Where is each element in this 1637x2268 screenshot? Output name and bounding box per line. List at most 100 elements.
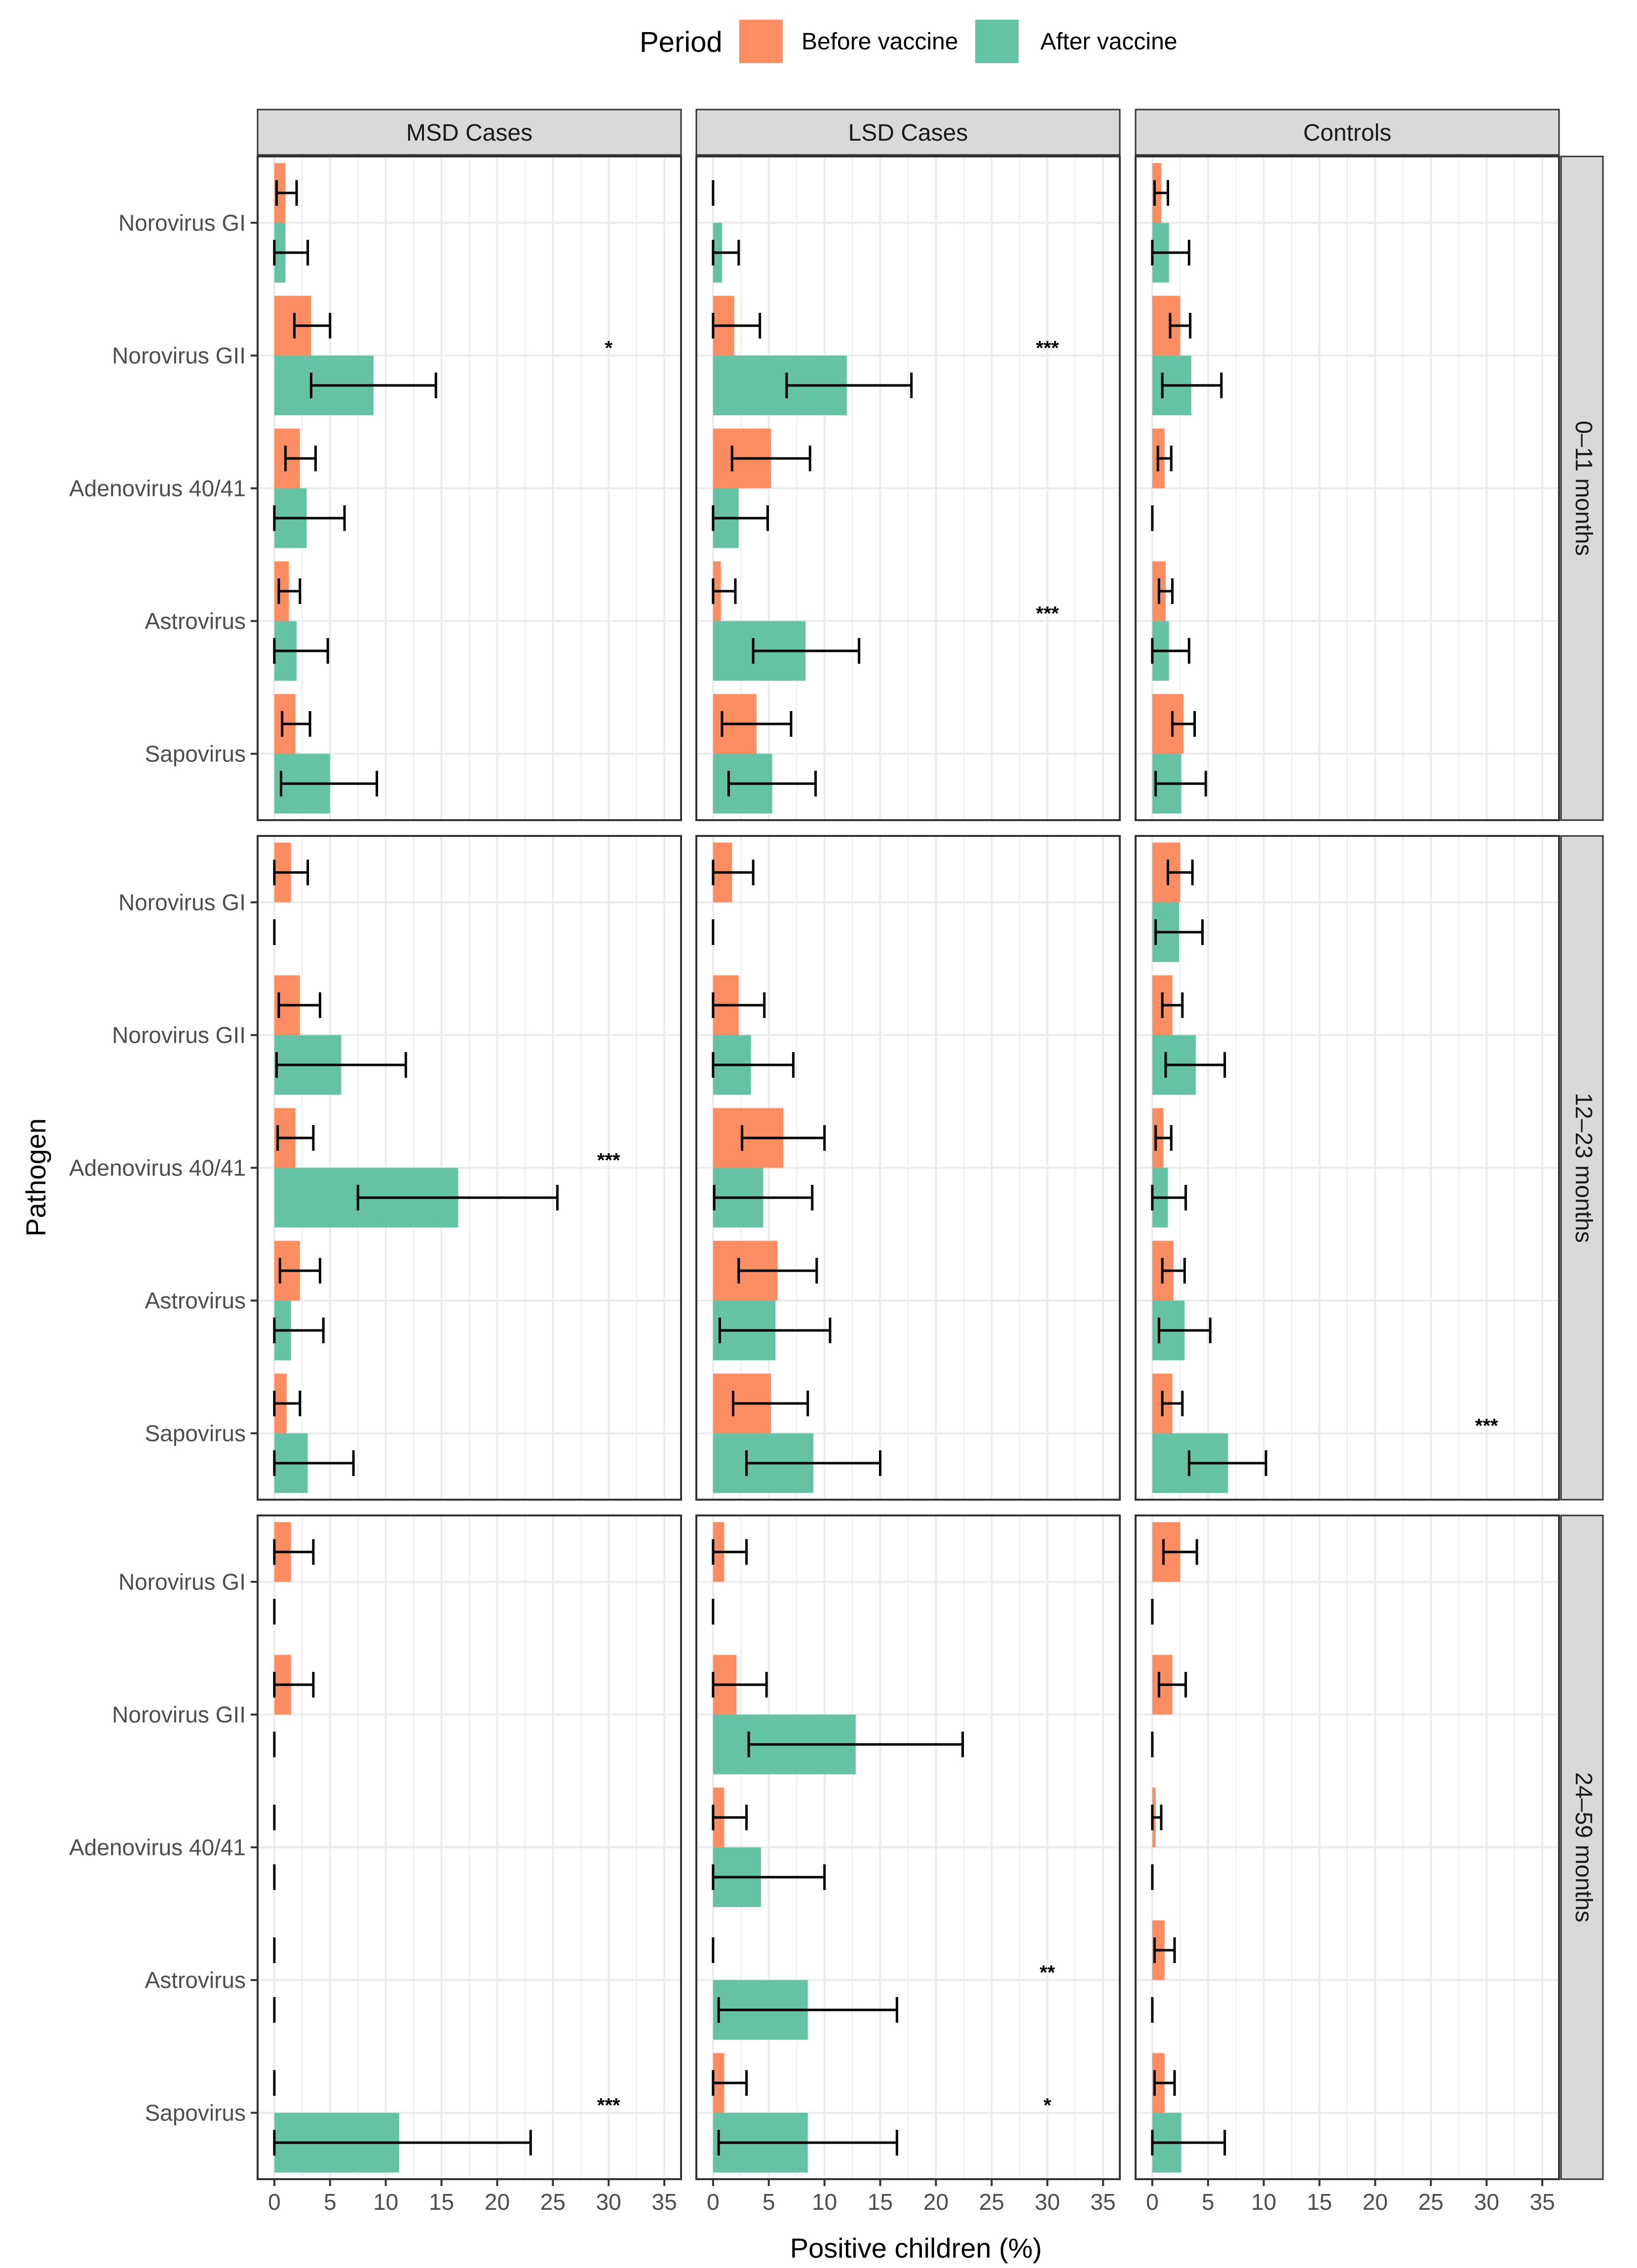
errorbar-after-astrovirus <box>717 1997 898 2023</box>
errorbar-after-norovirus-gi <box>273 240 309 266</box>
errorbar-before-sapovirus <box>732 1390 809 1416</box>
errorbar-after-astrovirus <box>273 638 329 664</box>
y-tick-label-astrovirus: Astrovirus <box>145 1288 246 1314</box>
errorbar-after-sapovirus <box>1154 771 1207 797</box>
panel-24-59-months-controls <box>1135 1514 1560 2180</box>
strip-msd-cases <box>257 109 682 156</box>
x-tick-label: 30 <box>1474 2189 1499 2215</box>
errorbar-before-norovirus-gi <box>273 859 309 885</box>
errorbar-after-astrovirus <box>273 1318 325 1344</box>
y-tick-label-norovirus-gii: Norovirus GII <box>112 1022 246 1048</box>
errorbar-before-sapovirus <box>273 1390 302 1416</box>
legend-title: Period <box>640 26 723 58</box>
errorbar-after-adenovirus-40-41 <box>1151 1185 1187 1211</box>
x-axis-title: Positive children (%) <box>790 2232 1042 2264</box>
x-tick-label: 15 <box>429 2189 454 2215</box>
errorbar-after-sapovirus <box>1151 2130 1226 2156</box>
y-tick-label-norovirus-gi: Norovirus GI <box>118 1569 246 1595</box>
errorbar-after-adenovirus-40-41 <box>713 1185 814 1211</box>
significance-sapovirus: *** <box>1475 1415 1498 1437</box>
errorbar-before-adenovirus-40-41 <box>284 445 317 471</box>
errorbar-before-norovirus-gii <box>712 992 766 1018</box>
errorbar-before-astrovirus <box>277 578 302 604</box>
errorbar-before-norovirus-gi <box>1153 180 1169 206</box>
errorbar-after-norovirus-gii <box>785 373 913 399</box>
errorbar-after-norovirus-gi <box>1154 919 1204 945</box>
errorbar-before-astrovirus <box>278 1257 321 1284</box>
axes: Norovirus GI Norovirus GII Adenovirus 40/4… <box>20 210 1555 2264</box>
errorbar-before-astrovirus <box>737 1257 818 1284</box>
strip-label-0-11-months: 0–11 months <box>1570 421 1597 556</box>
errorbar-after-astrovirus <box>1151 638 1190 664</box>
significance-sapovirus: * <box>1043 2095 1051 2117</box>
errorbar-before-norovirus-gii <box>273 1671 315 1698</box>
errorbar-before-sapovirus <box>712 2070 748 2096</box>
x-tick-label: 5 <box>324 2189 337 2215</box>
x-tick-label: 20 <box>923 2189 949 2215</box>
errorbar-after-sapovirus <box>1187 1450 1267 1476</box>
errorbar-before-norovirus-gi <box>1162 1539 1198 1565</box>
errorbar-after-adenovirus-40-41 <box>712 1864 826 1890</box>
legend-label-before-vaccine: Before vaccine <box>801 29 958 55</box>
errorbar-before-sapovirus <box>1171 711 1196 737</box>
errorbar-after-norovirus-gi <box>712 240 740 266</box>
x-tick-label: 30 <box>596 2189 621 2215</box>
y-tick-label-sapovirus: Sapovirus <box>145 2100 246 2126</box>
x-tick-label: 35 <box>652 2189 677 2215</box>
errorbar-before-adenovirus-40-41 <box>741 1125 826 1151</box>
errorbar-before-adenovirus-40-41 <box>712 1804 748 1830</box>
errorbar-before-sapovirus <box>1153 2070 1176 2096</box>
errorbar-before-norovirus-gi <box>275 180 298 206</box>
errorbar-before-norovirus-gi <box>1166 859 1194 885</box>
legend-label-after-vaccine: After vaccine <box>1040 29 1177 55</box>
strip-label-msd-cases: MSD Cases <box>406 120 533 146</box>
strip-label-12-23-months: 12–23 months <box>1570 1093 1597 1243</box>
significance-norovirus-gii: * <box>605 338 612 359</box>
errorbar-after-norovirus-gii <box>712 1052 795 1078</box>
errorbar-before-astrovirus <box>712 578 737 604</box>
x-tick-label: 5 <box>762 2189 775 2215</box>
y-tick-label-norovirus-gii: Norovirus GII <box>112 343 246 369</box>
errorbar-before-astrovirus <box>1153 1937 1176 1963</box>
errorbar-before-norovirus-gi <box>712 1539 748 1565</box>
strip-12-23-months <box>1560 835 1604 1501</box>
errorbar-before-norovirus-gi <box>712 859 755 885</box>
errorbar-before-adenovirus-40-41 <box>1154 1125 1173 1151</box>
errorbar-before-sapovirus <box>1161 1390 1184 1416</box>
errorbar-after-astrovirus <box>718 1318 832 1344</box>
significance-norovirus-gii: *** <box>1036 338 1059 359</box>
x-tick-label: 15 <box>1307 2189 1332 2215</box>
panel-border <box>695 835 1121 1501</box>
panel-0-11-months-controls <box>1135 155 1560 821</box>
errorbar-before-adenovirus-40-41 <box>276 1125 315 1151</box>
x-tick-label: 35 <box>1091 2189 1116 2215</box>
errorbar-before-sapovirus <box>721 711 793 737</box>
strip-label-lsd-cases: LSD Cases <box>848 120 968 146</box>
errorbar-before-norovirus-gii <box>1157 1671 1187 1698</box>
y-tick-label-sapovirus: Sapovirus <box>145 741 246 767</box>
legend-swatch-after-vaccine <box>975 20 1019 63</box>
panel-12-23-months-msd-cases: *** <box>257 835 682 1501</box>
significance-astrovirus: ** <box>1040 1962 1056 1984</box>
errorbar-before-astrovirus <box>1157 578 1174 604</box>
errorbar-before-adenovirus-40-41 <box>1156 445 1173 471</box>
errorbar-after-sapovirus <box>717 2130 898 2156</box>
panel-border <box>1135 1514 1560 2180</box>
significance-astrovirus: *** <box>1036 603 1059 625</box>
errorbar-after-norovirus-gi <box>1151 240 1190 266</box>
panel-border <box>1135 155 1560 821</box>
x-tick-label: 25 <box>540 2189 566 2215</box>
errorbar-before-norovirus-gii <box>277 992 321 1018</box>
errorbar-after-adenovirus-40-41 <box>712 505 769 531</box>
x-tick-label: 25 <box>979 2189 1004 2215</box>
errorbar-after-sapovirus <box>273 1450 355 1476</box>
errorbar-after-norovirus-gii <box>747 1732 964 1758</box>
errorbar-before-sapovirus <box>281 711 311 737</box>
errorbar-before-norovirus-gii <box>293 312 332 339</box>
x-tick-label: 5 <box>1202 2189 1215 2215</box>
panel-0-11-months-lsd-cases: *** *** <box>695 155 1121 821</box>
x-tick-label: 20 <box>485 2189 510 2215</box>
errorbar-before-norovirus-gii <box>1169 312 1192 339</box>
x-tick-label: 15 <box>868 2189 893 2215</box>
errorbar-after-norovirus-gii <box>1161 373 1223 399</box>
